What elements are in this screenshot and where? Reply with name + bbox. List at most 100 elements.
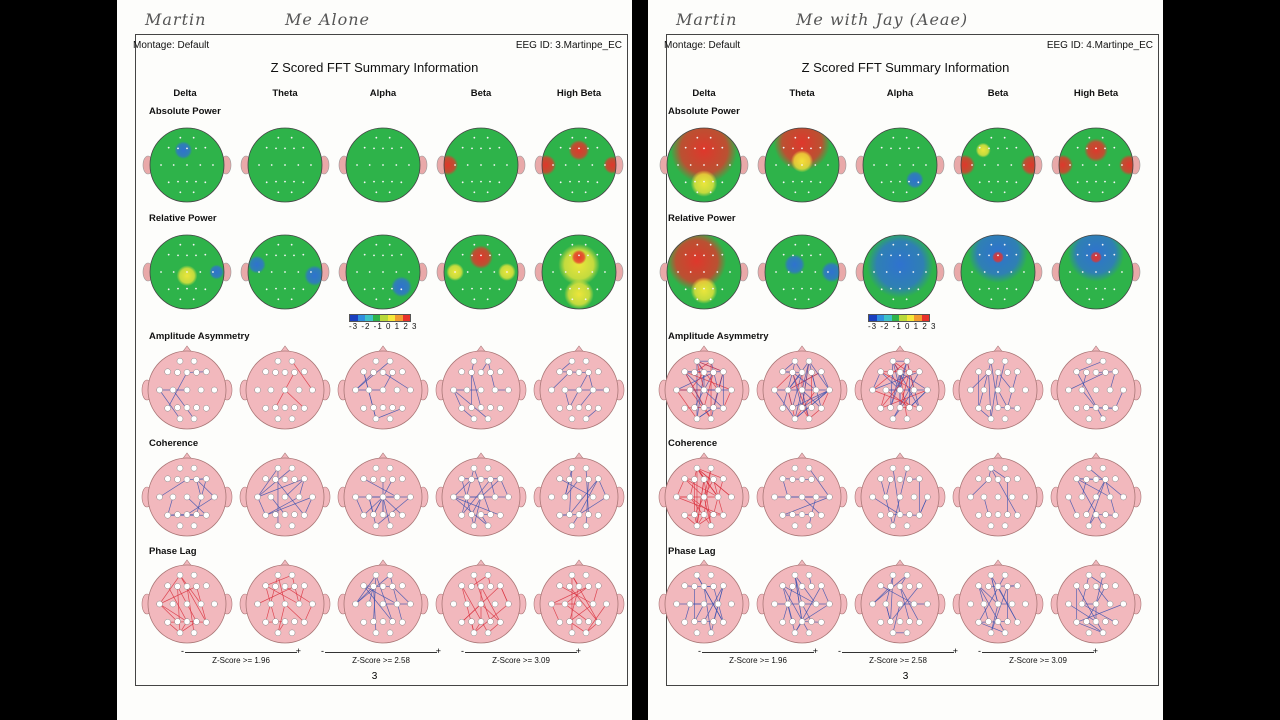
electrode — [379, 476, 387, 483]
electrode — [484, 571, 492, 579]
electrode — [575, 369, 583, 376]
electrode — [983, 164, 986, 166]
connectivity-head — [239, 345, 331, 430]
electrode — [379, 600, 387, 608]
connection-line — [801, 361, 810, 408]
electrode — [798, 404, 806, 411]
electrode — [179, 136, 182, 139]
electrode — [1092, 386, 1100, 394]
electrode — [491, 600, 499, 608]
electrode — [903, 357, 911, 365]
electrode — [887, 369, 894, 376]
connection-line — [1076, 585, 1104, 633]
connectivity-head — [658, 559, 750, 644]
connection-line — [978, 621, 1008, 623]
electrode — [477, 476, 485, 483]
electrode — [720, 512, 727, 519]
electrode — [684, 288, 687, 291]
electrode — [700, 493, 708, 501]
activity-region — [961, 154, 976, 176]
electrode — [1112, 619, 1119, 626]
electrode — [193, 511, 200, 518]
electrode — [556, 405, 563, 412]
electrode — [712, 147, 714, 150]
handwritten-note: Me Alone — [285, 10, 371, 29]
electrode — [310, 271, 312, 273]
connection-line — [500, 478, 509, 498]
electrode — [375, 191, 378, 194]
electrode — [1001, 464, 1009, 472]
connection-line — [564, 479, 580, 498]
connection-line — [689, 468, 698, 498]
electrode — [497, 405, 504, 412]
electrode — [1014, 512, 1021, 519]
electrode — [379, 404, 387, 411]
electrode — [707, 522, 715, 530]
electrode — [1102, 369, 1109, 376]
electrode — [791, 415, 799, 423]
electrode — [167, 181, 170, 184]
electrode — [379, 583, 387, 590]
electrode — [978, 181, 981, 184]
electrode — [407, 386, 414, 394]
connection-line — [890, 361, 894, 408]
electrode — [1078, 493, 1086, 501]
electrode — [265, 181, 268, 184]
electrode — [360, 619, 367, 626]
connection-line — [821, 585, 830, 605]
electrode — [703, 271, 705, 273]
electrode — [360, 368, 367, 375]
electrode — [1112, 405, 1119, 412]
electrode — [805, 522, 813, 530]
electrode — [195, 147, 197, 150]
connection-line — [792, 372, 817, 391]
electrode — [284, 147, 286, 150]
electrode — [486, 136, 489, 139]
electrode — [905, 243, 908, 246]
zscore-label-1: Z-Score >= 1.96 — [729, 656, 787, 665]
connection-line — [710, 371, 724, 419]
electrode — [274, 415, 282, 423]
connection-line — [1076, 478, 1104, 526]
connection-line — [179, 575, 207, 623]
electrode — [473, 191, 476, 194]
electrode — [818, 619, 825, 626]
electrode — [789, 618, 796, 625]
electrode — [721, 253, 724, 256]
connection-line — [1095, 575, 1104, 605]
connection-line — [782, 585, 817, 605]
electrode — [997, 180, 999, 183]
electrode — [254, 386, 261, 394]
electrode — [896, 493, 904, 501]
electrode — [784, 386, 792, 394]
electrode — [985, 476, 992, 483]
connection-line — [694, 603, 705, 622]
connection-line — [291, 575, 300, 605]
electrode — [167, 288, 170, 291]
electrode — [983, 271, 986, 273]
electrode — [1023, 271, 1025, 273]
electrode — [556, 619, 563, 626]
electrode — [160, 164, 162, 166]
electrode — [360, 512, 367, 519]
electrode — [1010, 164, 1013, 166]
electrode — [484, 629, 492, 637]
electrode — [568, 415, 576, 423]
electrode — [1006, 180, 1008, 183]
topographic-maps — [141, 127, 625, 644]
electrode — [389, 476, 396, 483]
electrode — [169, 600, 177, 608]
electrode — [365, 386, 373, 394]
band-alpha: Alpha — [369, 88, 397, 99]
connectivity-head — [952, 559, 1044, 644]
electrode — [212, 271, 214, 273]
electrode — [290, 298, 293, 301]
electrode — [595, 619, 602, 626]
electrode — [281, 511, 289, 518]
connection-line — [696, 372, 705, 419]
electrode — [987, 522, 995, 530]
zscore-label-2: Z-Score >= 2.58 — [869, 656, 927, 665]
electrode — [1006, 254, 1008, 257]
connection-line — [585, 479, 589, 526]
electrode — [1006, 287, 1008, 290]
